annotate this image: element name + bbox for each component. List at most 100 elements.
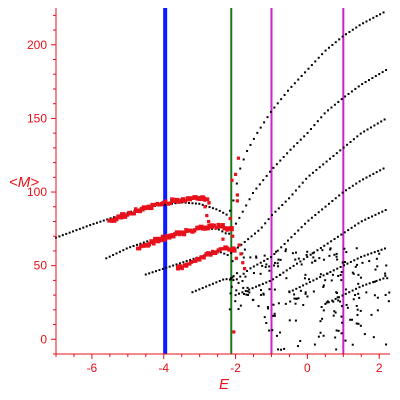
black-point	[309, 253, 312, 256]
red-point	[159, 201, 164, 207]
x-tick-label: -4	[158, 361, 169, 375]
black-point	[275, 163, 278, 166]
black-point	[251, 192, 254, 195]
black-point	[243, 240, 246, 243]
black-point	[262, 179, 265, 182]
red-point	[241, 261, 245, 265]
black-point	[318, 257, 321, 260]
black-point	[340, 305, 343, 308]
data-points	[55, 11, 391, 351]
black-point	[241, 291, 244, 294]
red-point	[199, 255, 204, 259]
black-point	[355, 287, 358, 290]
black-point	[268, 329, 271, 332]
black-point	[384, 209, 387, 212]
black-point	[319, 246, 322, 249]
black-point	[372, 336, 375, 339]
black-point	[335, 252, 338, 255]
black-point	[122, 249, 125, 252]
black-point	[357, 292, 360, 295]
black-point	[247, 238, 250, 241]
black-point	[372, 172, 375, 175]
black-point	[78, 227, 81, 230]
black-point	[300, 263, 303, 266]
y-tick-label: 150	[27, 111, 47, 125]
black-point	[244, 289, 247, 292]
red-point	[144, 206, 149, 210]
black-point	[304, 71, 307, 74]
black-point	[305, 253, 308, 256]
black-point	[315, 168, 318, 171]
black-point	[118, 250, 121, 253]
black-point	[287, 89, 290, 92]
black-point	[308, 281, 311, 284]
black-point	[303, 135, 306, 138]
black-point	[249, 267, 252, 270]
black-point	[366, 253, 369, 256]
black-point	[228, 308, 231, 311]
black-point	[238, 216, 241, 219]
red-point	[242, 267, 247, 271]
black-point	[158, 269, 161, 272]
black-point	[374, 213, 377, 216]
black-point	[164, 203, 167, 206]
black-point	[275, 250, 278, 253]
red-point	[177, 264, 183, 270]
red-point	[204, 226, 211, 231]
black-point	[334, 297, 337, 300]
red-point	[204, 197, 210, 202]
black-point	[168, 265, 171, 268]
black-point	[337, 299, 340, 302]
red-point	[170, 233, 176, 239]
black-point	[380, 248, 383, 251]
black-point	[355, 247, 358, 250]
black-point	[347, 92, 350, 95]
black-point	[146, 240, 149, 243]
black-point	[279, 159, 282, 162]
black-point	[165, 266, 168, 269]
black-point	[201, 203, 204, 206]
black-point	[201, 286, 204, 289]
black-point	[353, 259, 356, 262]
black-point	[385, 343, 388, 346]
black-point	[291, 289, 294, 292]
black-point	[375, 171, 378, 174]
black-point	[294, 258, 297, 261]
red-point	[228, 226, 234, 232]
black-point	[357, 322, 360, 325]
black-point	[384, 272, 387, 275]
black-point	[271, 214, 274, 217]
black-point	[325, 160, 328, 163]
black-point	[275, 334, 278, 337]
black-point	[293, 82, 296, 85]
red-point	[181, 197, 186, 202]
black-point	[273, 314, 276, 317]
black-point	[362, 22, 365, 25]
black-point	[382, 167, 385, 170]
black-point	[241, 210, 244, 213]
black-point	[336, 235, 339, 238]
black-point	[115, 252, 118, 255]
red-point	[228, 216, 232, 221]
red-point	[125, 213, 130, 217]
black-point	[343, 231, 346, 234]
black-point	[327, 109, 330, 112]
red-point	[166, 235, 172, 240]
black-point	[230, 252, 233, 255]
black-point	[383, 247, 386, 250]
black-point	[312, 256, 315, 259]
vertical-lines	[163, 8, 345, 354]
black-point	[263, 316, 266, 319]
black-point	[346, 306, 349, 309]
black-point	[260, 226, 263, 229]
black-point	[235, 278, 238, 281]
black-point	[268, 265, 271, 268]
black-point	[345, 251, 348, 254]
black-point	[366, 128, 369, 131]
black-point	[268, 280, 271, 283]
black-point	[61, 234, 64, 237]
red-point	[122, 214, 128, 219]
black-point	[324, 49, 327, 52]
black-point	[108, 255, 111, 258]
black-point	[182, 261, 185, 264]
